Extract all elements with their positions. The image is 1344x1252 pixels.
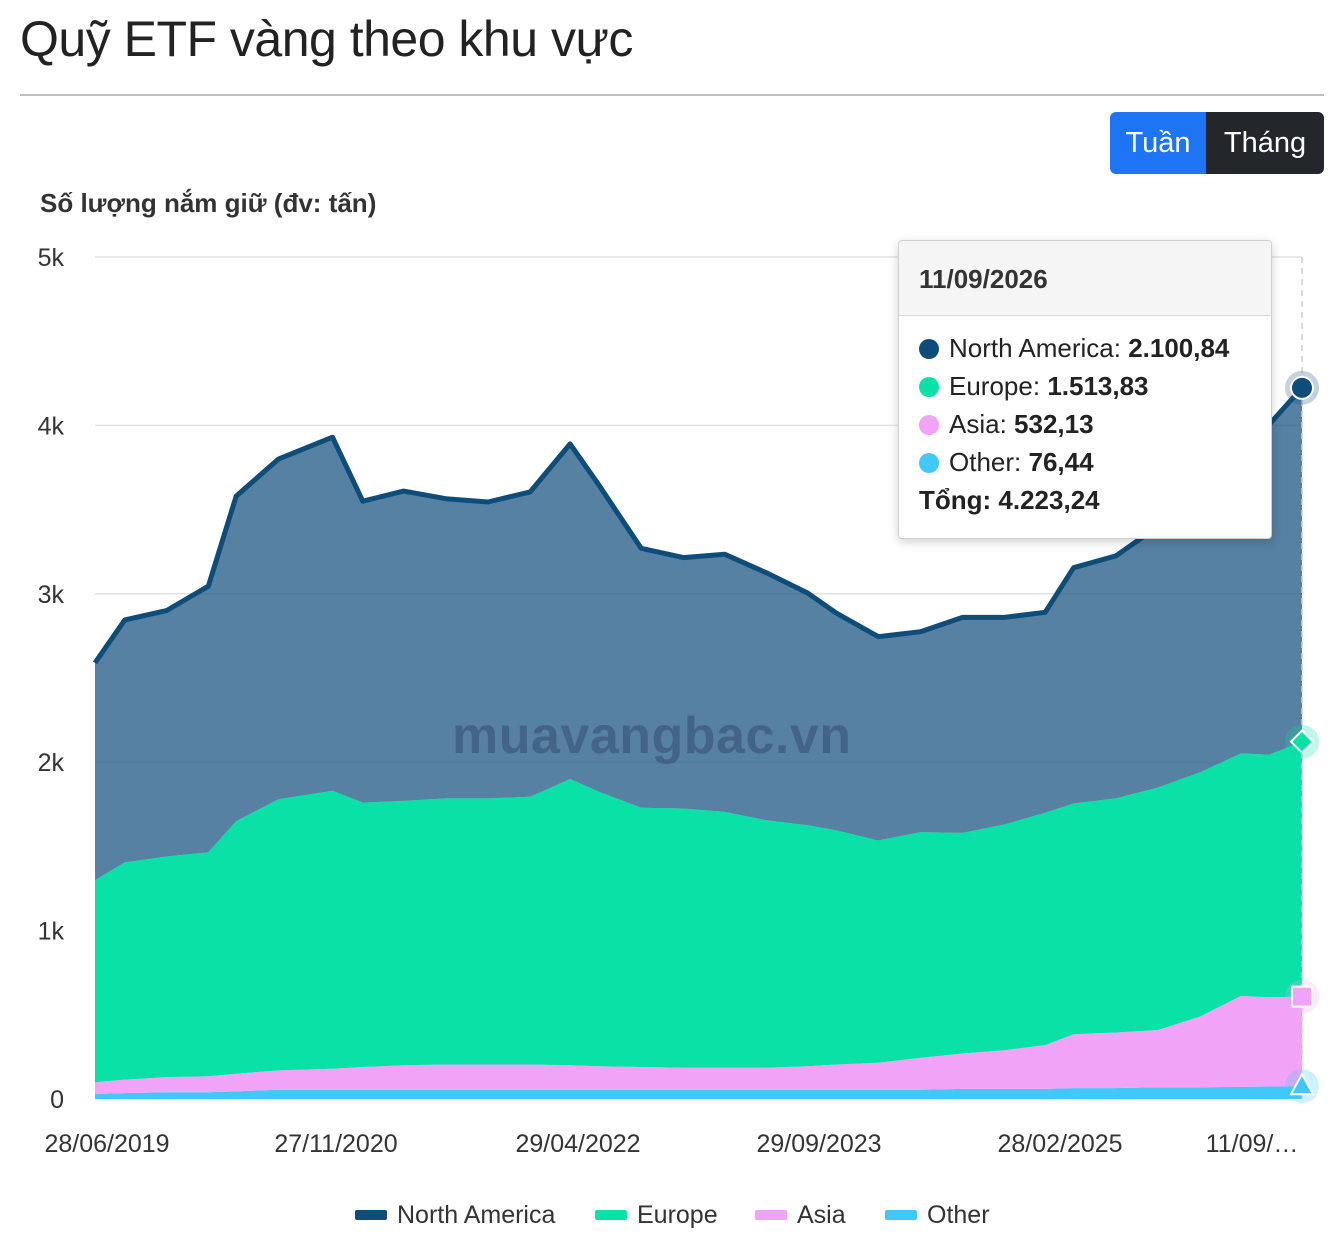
y-tick-label: 3k — [38, 581, 65, 609]
title-divider — [20, 94, 1324, 96]
other-dot-icon — [919, 453, 939, 473]
tooltip-label: North America: — [949, 333, 1121, 363]
marker-asia — [1291, 985, 1313, 1008]
tooltip-row-asia: Asia: 532,13 — [919, 405, 1094, 443]
series-area-europe — [95, 741, 1302, 1083]
tooltip-label: Other: — [949, 447, 1022, 477]
x-tick-label: 28/02/2025 — [997, 1130, 1122, 1158]
y-tick-label: 0 — [50, 1086, 64, 1114]
series-area-north-america — [95, 387, 1302, 881]
asia-dot-icon — [919, 415, 939, 435]
series-area-other — [95, 1086, 1302, 1099]
tooltip-label: Europe: — [949, 371, 1041, 401]
legend-swatch-icon — [755, 1210, 787, 1220]
month-button[interactable]: Tháng — [1206, 112, 1324, 174]
series-line-north-america — [92, 386, 1304, 665]
tooltip-value: 1.513,83 — [1047, 371, 1149, 401]
y-tick-label: 5k — [38, 244, 65, 272]
marker-other — [1289, 1072, 1315, 1096]
tooltip-value: 2.100,84 — [1128, 333, 1230, 363]
y-axis-title: Số lượng nắm giữ (đv: tấn) — [40, 188, 377, 218]
marker-north-america — [1290, 375, 1314, 400]
watermark: muavangbac.vn — [452, 707, 852, 765]
chart-legend: North America Europe Asia Other — [0, 1196, 1344, 1236]
legend-item-europe[interactable]: Europe — [595, 1196, 718, 1236]
stacked-area-chart: 0 1k 2k 3k 4k 5k 28/06/2019 27/11/2020 29/04/202… — [38, 244, 1319, 1158]
tooltip-row-other: Other: 76,44 — [919, 443, 1094, 481]
legend-label: North America — [397, 1201, 556, 1229]
series-area-asia — [95, 995, 1302, 1094]
tooltip-value: 76,44 — [1028, 447, 1094, 477]
north-america-dot-icon — [919, 339, 939, 359]
tooltip-total: Tổng: 4.223,24 — [919, 485, 1100, 515]
y-tick-label: 2k — [38, 749, 65, 777]
week-button[interactable]: Tuần — [1110, 112, 1206, 174]
legend-item-north-america[interactable]: North America — [355, 1196, 555, 1236]
tooltip-date: 11/09/2026 — [899, 241, 1271, 316]
x-tick-label: 11/09/… — [1206, 1130, 1299, 1158]
marker-europe — [1289, 729, 1315, 755]
tooltip-value: 532,13 — [1014, 409, 1094, 439]
legend-swatch-icon — [885, 1210, 917, 1220]
tooltip-row-north-america: North America: 2.100,84 — [919, 329, 1229, 367]
legend-swatch-icon — [595, 1210, 627, 1220]
x-tick-label: 29/04/2022 — [515, 1130, 640, 1158]
chart-tooltip: 11/09/2026 North America: 2.100,84 Europ… — [898, 240, 1272, 539]
legend-item-asia[interactable]: Asia — [755, 1196, 846, 1236]
x-tick-label: 27/11/2020 — [274, 1130, 397, 1158]
x-tick-label: 28/06/2019 — [44, 1130, 169, 1158]
legend-swatch-icon — [355, 1210, 387, 1220]
x-tick-label: 29/09/2023 — [756, 1130, 881, 1158]
y-tick-label: 1k — [38, 918, 65, 946]
tooltip-row-europe: Europe: 1.513,83 — [919, 367, 1149, 405]
legend-label: Other — [927, 1201, 990, 1229]
legend-label: Europe — [637, 1201, 718, 1229]
legend-item-other[interactable]: Other — [885, 1196, 990, 1236]
tooltip-label: Asia: — [949, 409, 1007, 439]
y-tick-label: 4k — [38, 412, 65, 440]
europe-dot-icon — [919, 377, 939, 397]
page-title: Quỹ ETF vàng theo khu vực — [20, 11, 633, 67]
period-toggle: Tuần Tháng — [1110, 112, 1324, 174]
legend-label: Asia — [797, 1201, 846, 1229]
